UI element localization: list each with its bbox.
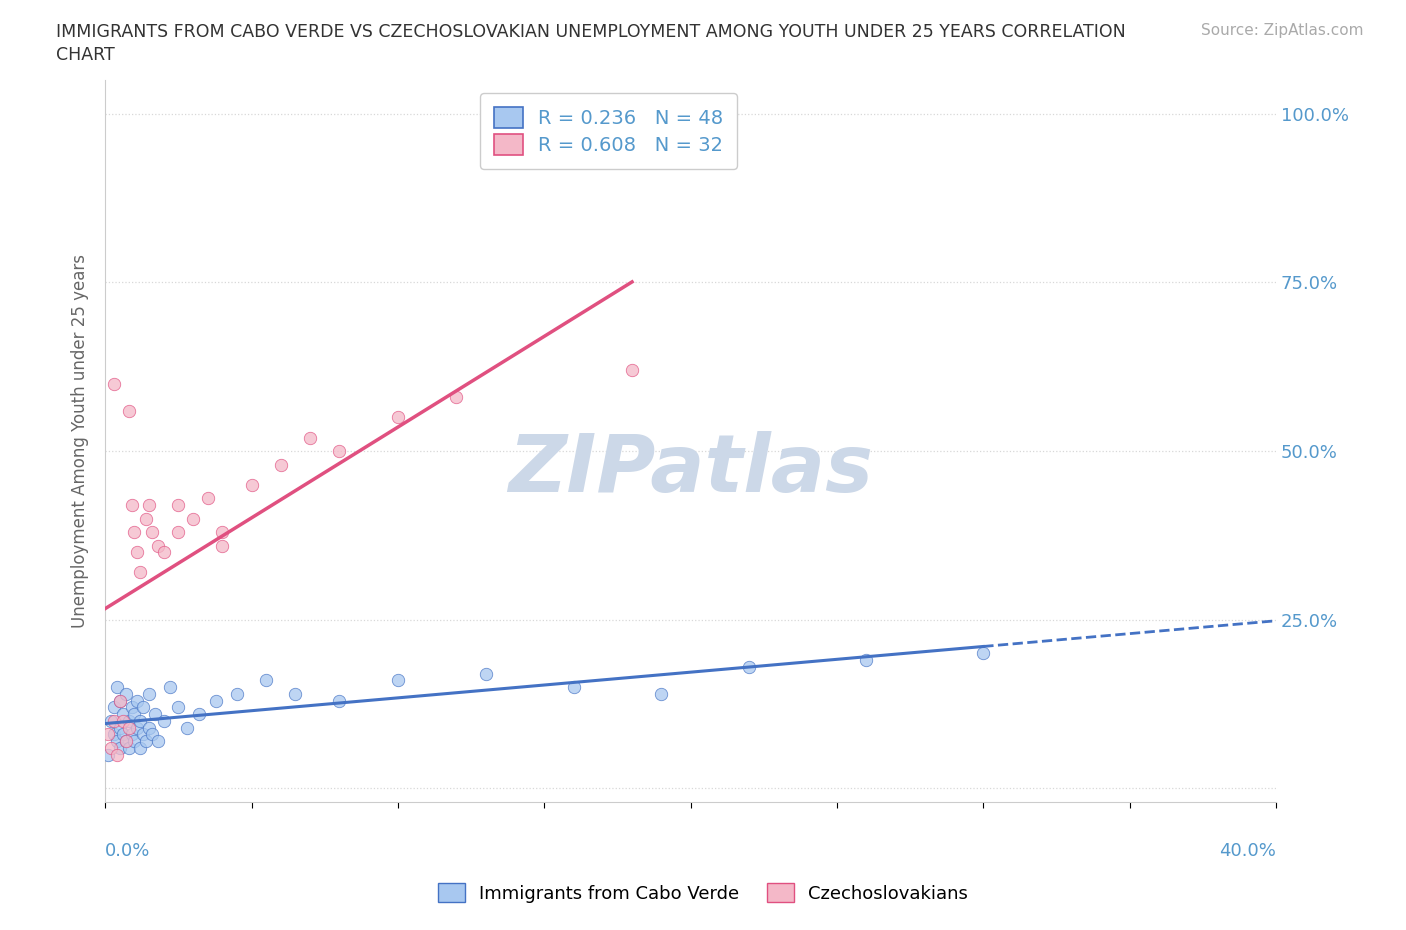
Point — [103, 700, 125, 715]
Point — [97, 727, 120, 742]
Point — [167, 498, 190, 512]
Point — [135, 512, 157, 526]
Point — [176, 720, 198, 735]
Text: CHART: CHART — [56, 46, 115, 64]
Point — [117, 713, 139, 728]
Point — [650, 686, 672, 701]
Point — [146, 538, 169, 553]
Point — [138, 720, 160, 735]
Point — [138, 686, 160, 701]
Point — [211, 538, 233, 553]
Point — [138, 498, 160, 512]
Point — [121, 727, 143, 742]
Point — [111, 707, 134, 722]
Point — [117, 404, 139, 418]
Point — [299, 431, 322, 445]
Point — [446, 390, 468, 405]
Point — [972, 646, 994, 661]
Point — [240, 477, 263, 492]
Point — [127, 545, 149, 560]
Text: IMMIGRANTS FROM CABO VERDE VS CZECHOSLOVAKIAN UNEMPLOYMENT AMONG YOUTH UNDER 25 : IMMIGRANTS FROM CABO VERDE VS CZECHOSLOV… — [56, 23, 1126, 41]
Y-axis label: Unemployment Among Youth under 25 years: Unemployment Among Youth under 25 years — [72, 254, 89, 628]
Point — [105, 734, 128, 749]
Point — [121, 700, 143, 715]
Point — [254, 673, 277, 688]
Point — [143, 707, 166, 722]
Point — [103, 376, 125, 391]
Point — [105, 680, 128, 695]
Point — [124, 707, 146, 722]
Point — [103, 713, 125, 728]
Point — [387, 673, 409, 688]
Point — [146, 734, 169, 749]
Point — [152, 713, 174, 728]
Point — [167, 700, 190, 715]
Point — [328, 444, 350, 458]
Point — [387, 410, 409, 425]
Point — [855, 653, 877, 668]
Point — [117, 740, 139, 755]
Point — [129, 713, 152, 728]
Point — [738, 659, 761, 674]
Point — [129, 565, 152, 580]
Point — [100, 713, 122, 728]
Point — [152, 545, 174, 560]
Point — [127, 720, 149, 735]
Text: ZIPatlas: ZIPatlas — [508, 431, 873, 509]
Point — [108, 720, 131, 735]
Point — [141, 727, 163, 742]
Point — [114, 686, 136, 701]
Point — [129, 740, 152, 755]
Point — [187, 707, 209, 722]
Point — [103, 727, 125, 742]
Point — [117, 720, 139, 735]
Point — [181, 512, 204, 526]
Point — [135, 734, 157, 749]
Point — [167, 525, 190, 539]
Point — [474, 666, 496, 681]
Point — [108, 693, 131, 708]
Point — [97, 747, 120, 762]
Legend: R = 0.236   N = 48, R = 0.608   N = 32: R = 0.236 N = 48, R = 0.608 N = 32 — [479, 93, 737, 169]
Text: 40.0%: 40.0% — [1219, 842, 1277, 859]
Point — [132, 700, 155, 715]
Point — [100, 740, 122, 755]
Text: 0.0%: 0.0% — [105, 842, 150, 859]
Point — [211, 525, 233, 539]
Point — [121, 498, 143, 512]
Point — [108, 740, 131, 755]
Legend: Immigrants from Cabo Verde, Czechoslovakians: Immigrants from Cabo Verde, Czechoslovak… — [429, 874, 977, 911]
Point — [197, 491, 219, 506]
Point — [114, 734, 136, 749]
Point — [108, 693, 131, 708]
Point — [114, 734, 136, 749]
Point — [132, 727, 155, 742]
Point — [562, 680, 585, 695]
Point — [124, 734, 146, 749]
Point — [270, 458, 292, 472]
Point — [141, 525, 163, 539]
Point — [284, 686, 307, 701]
Point — [127, 693, 149, 708]
Point — [621, 363, 644, 378]
Point — [111, 713, 134, 728]
Point — [124, 525, 146, 539]
Point — [328, 693, 350, 708]
Text: Source: ZipAtlas.com: Source: ZipAtlas.com — [1201, 23, 1364, 38]
Point — [111, 727, 134, 742]
Point — [205, 693, 228, 708]
Point — [159, 680, 181, 695]
Point — [105, 747, 128, 762]
Point — [226, 686, 249, 701]
